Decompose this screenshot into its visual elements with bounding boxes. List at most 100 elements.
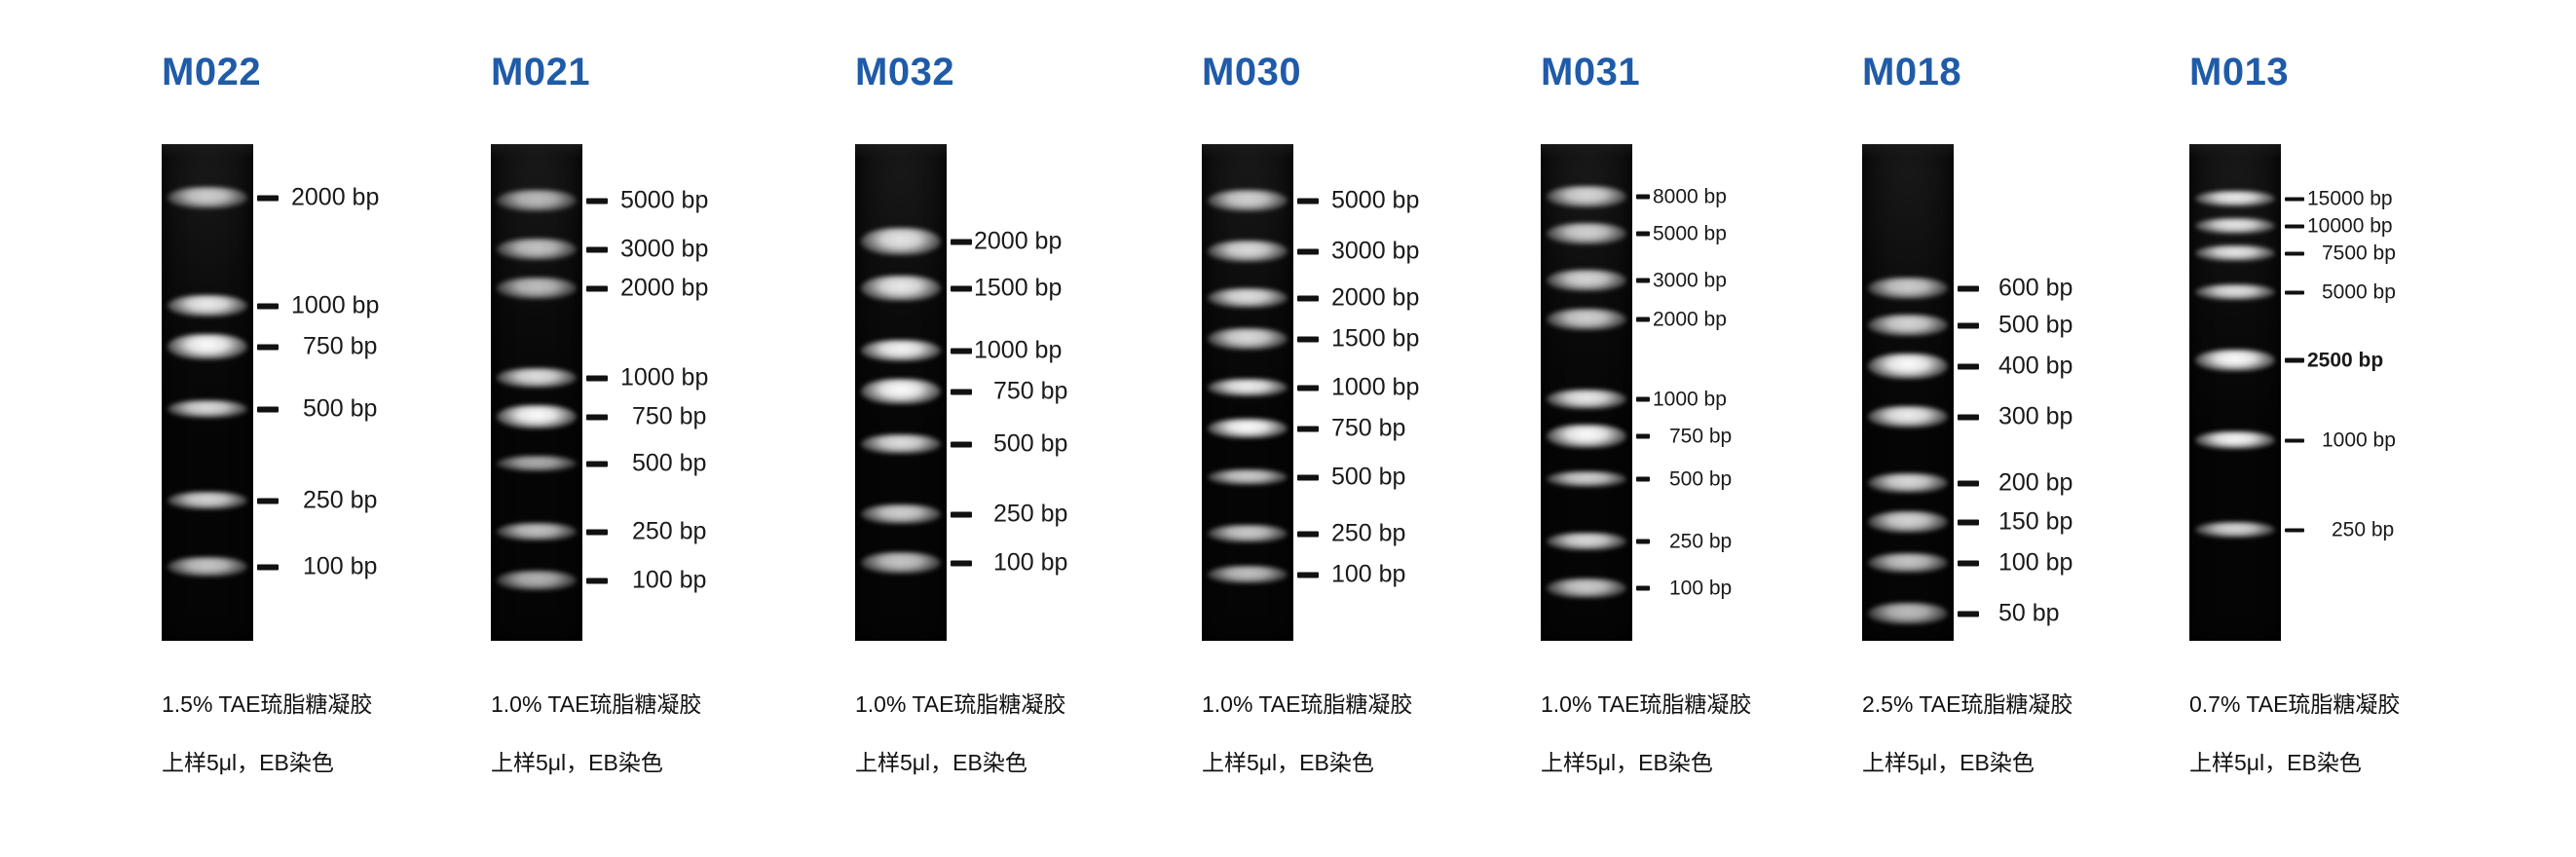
caption-loading-stain: 上样5μl，EB染色 (2189, 750, 2362, 775)
band-size-labels: 15000 bp 10000 bp 7500 bp 5000 bp 2500 bp 100… (2285, 144, 2485, 641)
band-size-text: 500 bp (1669, 467, 1733, 491)
band-size-label-row: 7500 bp (2285, 243, 2396, 264)
tick-dash-icon (1297, 295, 1319, 301)
caption-gel-concentration: 1.0% TAE琉脂糖凝胶 (1541, 691, 1752, 717)
dna-band (496, 523, 578, 540)
band-size-text: 100 bp (1998, 548, 2073, 577)
panel-title: M021 (491, 51, 591, 93)
tick-dash-icon (2285, 251, 2304, 255)
tick-dash-icon (257, 344, 279, 350)
band-size-text: 2000 bp (974, 227, 1063, 255)
tick-dash-icon (1297, 198, 1319, 204)
caption-loading-stain: 上样5μl，EB染色 (491, 750, 663, 775)
dna-band (1207, 566, 1288, 583)
tick-dash-icon (1297, 531, 1319, 537)
band-size-labels: 5000 bp 3000 bp 2000 bp 1500 bp 1000 bp 750 b… (1297, 144, 1498, 641)
tick-dash-icon (586, 246, 608, 252)
band-size-label-row: 250 bp (2285, 520, 2394, 540)
band-size-text: 1000 bp (1653, 388, 1727, 411)
band-size-labels: 600 bp 500 bp 400 bp 300 bp 200 bp 150 bp 100 … (1958, 144, 2158, 641)
band-size-label-row: 2000 bp (951, 227, 1063, 255)
band-size-text: 500 bp (993, 429, 1068, 458)
band-size-text: 250 bp (1669, 530, 1733, 553)
tick-dash-icon (586, 285, 608, 291)
tick-dash-icon (1958, 414, 1979, 420)
tick-dash-icon (1297, 385, 1319, 391)
dna-band (1207, 328, 1288, 350)
band-size-text: 750 bp (303, 332, 378, 360)
dna-band (167, 492, 248, 509)
dna-band (1207, 190, 1288, 211)
dna-band (496, 190, 578, 211)
caption-gel-concentration: 1.5% TAE琉脂糖凝胶 (162, 691, 373, 717)
dna-band (2194, 245, 2276, 261)
band-size-label-row: 500 bp (257, 396, 377, 422)
band-size-text: 400 bp (1998, 352, 2073, 380)
tick-dash-icon (2285, 357, 2304, 363)
dna-band (1546, 471, 1627, 487)
tick-dash-icon (1636, 585, 1650, 591)
band-size-label-row: 300 bp (1958, 404, 2072, 429)
band-size-label-row: 250 bp (257, 486, 378, 514)
caption-loading-stain: 上样5μl，EB染色 (855, 750, 1027, 775)
dna-band (2194, 350, 2276, 371)
band-size-text: 1000 bp (291, 291, 380, 319)
tick-dash-icon (951, 285, 972, 291)
gel-lane (162, 144, 253, 641)
band-size-text: 3000 bp (1331, 237, 1420, 265)
dna-band (1207, 379, 1288, 396)
tick-dash-icon (1958, 285, 1979, 291)
dna-band (860, 434, 942, 454)
gel-lane (855, 144, 947, 641)
dna-band (2194, 431, 2276, 449)
band-size-labels: 5000 bp 3000 bp 2000 bp 1000 bp 750 bp 500 bp… (586, 144, 787, 641)
tick-dash-icon (951, 239, 972, 244)
tick-dash-icon (951, 560, 972, 566)
band-size-label-row: 100 bp (257, 554, 377, 579)
band-size-label-row: 500 bp (1636, 469, 1732, 490)
dna-band (167, 400, 248, 418)
band-size-text: 100 bp (993, 548, 1068, 577)
tick-dash-icon (1297, 572, 1319, 578)
dna-band (496, 278, 578, 299)
tick-dash-icon (586, 578, 608, 583)
band-size-text: 100 bp (1331, 560, 1406, 588)
dna-band (1207, 241, 1288, 262)
band-size-text: 5000 bp (1653, 222, 1727, 245)
band-size-text: 750 bp (993, 377, 1068, 405)
band-size-text: 750 bp (632, 402, 707, 430)
tick-dash-icon (951, 511, 972, 517)
band-size-label-row: 3000 bp (1636, 271, 1727, 291)
dna-band (496, 405, 578, 428)
dna-band (1546, 223, 1627, 244)
band-size-label-row: 100 bp (951, 548, 1068, 577)
band-size-labels: 2000 bp 1500 bp 1000 bp 750 bp 500 bp 250 bp 1… (951, 144, 1151, 641)
band-size-label-row: 600 bp (1958, 276, 2072, 301)
band-size-label-row: 5000 bp (1297, 188, 1419, 213)
dna-band (1867, 406, 1949, 428)
band-size-text: 1000 bp (2322, 428, 2396, 452)
tick-dash-icon (1297, 426, 1319, 431)
dna-band (860, 504, 942, 524)
marker-panel: M022 2000 bp 1000 bp 750 bp 500 bp 250 bp 100 … (136, 0, 458, 857)
tick-dash-icon (1958, 322, 1979, 328)
panel-title: M030 (1202, 51, 1302, 93)
dna-band (1867, 354, 1949, 379)
band-size-text: 250 bp (303, 486, 378, 514)
marker-panel: M013 15000 bp 10000 bp 7500 bp 5000 bp 2500 b… (2164, 0, 2485, 857)
marker-panel: M032 2000 bp 1500 bp 1000 bp 750 bp 500 bp 250… (830, 0, 1151, 857)
dna-band (1207, 469, 1288, 485)
caption-loading-stain: 上样5μl，EB染色 (1862, 750, 2035, 775)
band-size-text: 10000 bp (2307, 214, 2393, 238)
tick-dash-icon (1636, 476, 1650, 482)
dna-band (1546, 270, 1627, 291)
band-size-label-row: 3000 bp (586, 237, 708, 262)
band-size-label-row: 5000 bp (2285, 282, 2396, 303)
band-size-label-row: 1000 bp (2285, 430, 2396, 451)
band-size-label-row: 500 bp (1958, 313, 2072, 338)
gel-lane-background (162, 144, 253, 641)
marker-panel: M031 8000 bp 5000 bp 3000 bp 2000 bp 1000 bp 7… (1515, 0, 1837, 857)
marker-panel: M018 600 bp 500 bp 400 bp 300 bp 200 bp 150 bp… (1837, 0, 2158, 857)
tick-dash-icon (257, 564, 279, 570)
